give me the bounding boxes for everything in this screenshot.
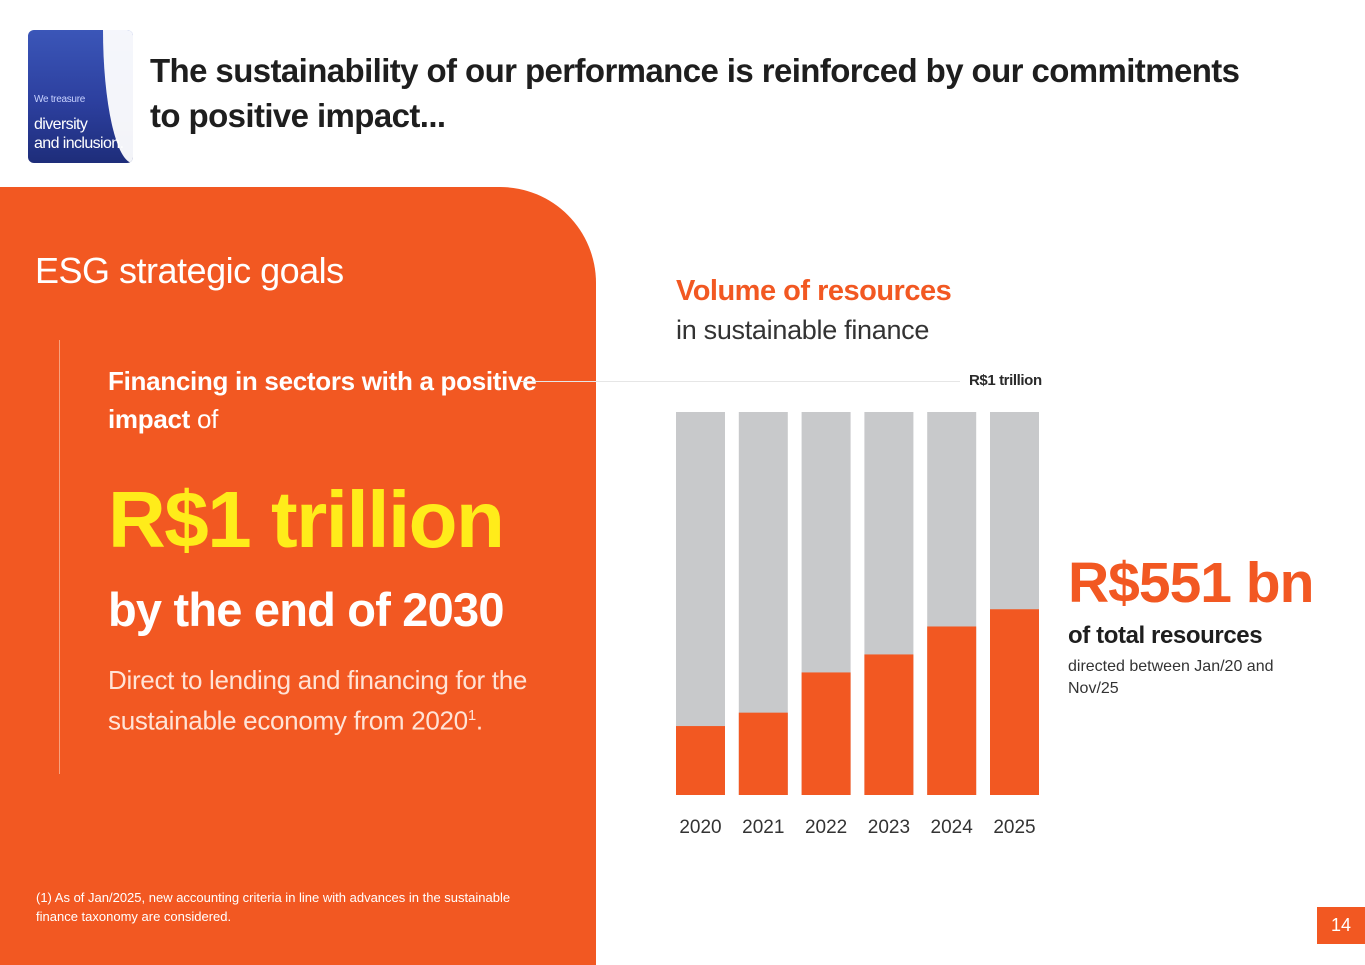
chart-subtitle: in sustainable finance [676,315,930,345]
tick-label-2021: 2021 [742,817,784,838]
target-deadline: by the end of 2030 [108,583,504,636]
bar-2023 [864,654,914,795]
bar-2020 [676,726,725,795]
direct-body: Direct to lending and financing for the … [108,665,528,736]
target-line [520,381,960,382]
financing-text: Financing in sectors with a positive imp… [108,362,548,438]
target-line-label: R$1 trillion [969,372,1042,389]
badge-main-text: diversity and inclusion. [34,115,124,153]
bar-2025 [990,609,1039,795]
esg-heading: ESG strategic goals [35,250,344,291]
tick-label-2020: 2020 [679,817,721,838]
bar-2022 [801,672,851,795]
tick-label-2025: 2025 [993,817,1035,838]
sustainable-finance-bar-chart: 2020 2021 2022 2023 2024 2025 [676,412,1039,838]
footnote-marker: 1 [467,707,476,724]
target-value: R$1 trillion [108,475,505,564]
tick-label-2022: 2022 [805,817,847,838]
badge-line-2: and inclusion. [34,135,124,152]
page-title: The sustainability of our performance is… [150,52,1240,134]
diversity-badge: We treasure diversity and inclusion. [28,30,133,163]
esg-goals-panel [0,187,596,965]
summary-label: of total resources [1068,622,1263,649]
page-number: 14 [1317,907,1365,944]
panel-divider [59,340,60,774]
badge-line-1: diversity [34,116,88,133]
chart-title: Volume of resources [676,275,952,307]
direct-end: . [475,705,483,736]
bar-2024 [927,626,977,795]
summary-note: directed between Jan/20 and Nov/25 [1068,658,1274,697]
tick-label-2023: 2023 [868,817,910,838]
footnote: (1) As of Jan/2025, new accounting crite… [36,890,511,924]
badge-small-text: We treasure [34,94,85,105]
financing-tail: of [190,404,219,434]
tick-label-2024: 2024 [931,817,974,838]
financing-bold: Financing in sectors with a positive imp… [108,366,537,434]
bar-2021 [738,712,788,795]
summary-value: R$551 bn [1068,551,1314,615]
direct-text: Direct to lending and financing for the … [108,662,558,739]
